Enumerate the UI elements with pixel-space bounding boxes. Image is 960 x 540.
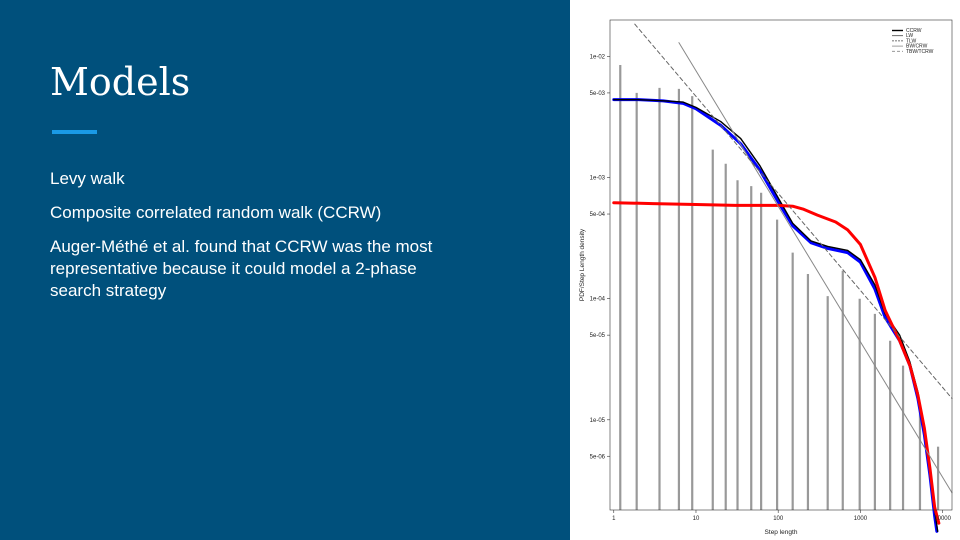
legend-label: BW/CRW <box>906 44 928 50</box>
y-tick-label: 1e-03 <box>590 176 606 182</box>
chart-area: 1 10 100 1000 10000 1e-02 5e-03 1e-03 5e-04 1e-04… <box>570 0 960 540</box>
plot-frame <box>609 19 953 511</box>
x-tick-label: 100 <box>773 516 784 522</box>
legend-label: CCRW <box>906 28 922 34</box>
step-length-chart: 1 10 100 1000 10000 1e-02 5e-03 1e-03 5e-04 1e-04… <box>579 19 953 536</box>
bullet-list: Levy walk Composite correlated random wa… <box>50 168 470 314</box>
y-tick-label: 1e-05 <box>590 418 606 424</box>
series-line-3 <box>678 42 953 494</box>
y-tick-label: 5e-06 <box>590 454 606 460</box>
x-tick-label: 10000 <box>934 516 951 522</box>
y-tick-label: 1e-02 <box>590 54 606 60</box>
slide-title: Models <box>50 60 191 104</box>
x-tick-label: 1 <box>612 516 616 522</box>
x-axis-title: Step length <box>765 529 798 536</box>
bullet-levy-walk: Levy walk <box>50 169 125 188</box>
legend-label: TBW/TCRW <box>906 49 934 55</box>
bullet-ccrw: Composite correlated random walk (CCRW) <box>50 203 382 222</box>
bullet-auger-methe: Auger-Méthé et al. found that CCRW was t… <box>50 237 433 300</box>
y-tick-label: 5e-05 <box>590 333 606 339</box>
title-accent-bar <box>52 130 97 134</box>
x-tick-label: 10 <box>693 516 700 522</box>
series-line-4 <box>634 23 953 399</box>
text-panel: Models Levy walk Composite correlated ra… <box>0 0 570 540</box>
series-line-2 <box>612 201 941 525</box>
legend-label: LW <box>906 33 913 39</box>
x-tick-label: 1000 <box>854 516 868 522</box>
y-tick-label: 5e-03 <box>590 91 606 97</box>
legend-label: TLW <box>906 38 916 44</box>
y-tick-label: 5e-04 <box>590 212 606 218</box>
y-tick-label: 1e-04 <box>590 297 606 303</box>
y-axis-title: PDF/Step Length density <box>579 228 586 301</box>
